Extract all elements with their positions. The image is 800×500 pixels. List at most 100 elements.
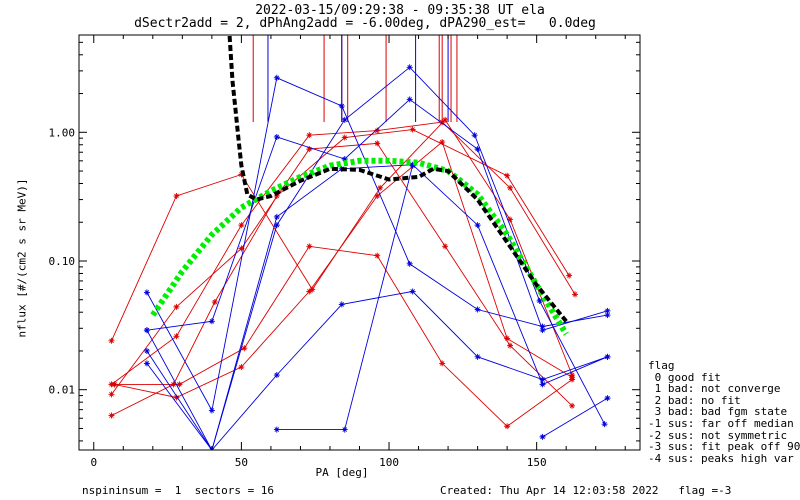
red-series-line [114, 141, 573, 398]
red-series-point [306, 243, 313, 250]
legend-title: flag [648, 359, 675, 372]
red-series-point [211, 299, 218, 306]
blue-series-line [542, 397, 608, 438]
red-series-point [442, 116, 449, 123]
legend-item: 2 bad: no fit [648, 393, 741, 407]
red-series-point [504, 335, 511, 342]
red-series-point [377, 184, 384, 191]
blue-series-line [146, 77, 608, 412]
red-series-point [306, 132, 313, 139]
blue-series-point [143, 360, 150, 367]
x-tick-label: 100 [379, 456, 399, 469]
green-fit-curve [150, 157, 569, 336]
legend-item: -4 sus: peaks high var [648, 451, 794, 465]
red-series-point [306, 146, 313, 153]
red-series-point [238, 222, 245, 229]
legend-item: 3 bad: bad fgm state [648, 405, 788, 419]
blue-series-point [273, 213, 280, 220]
red-series-point [569, 376, 576, 383]
red-series-point [439, 139, 446, 146]
footer-created-info: Created: Thu Apr 14 12:03:58 2022 flag =… [440, 484, 732, 497]
blue-series-point [604, 312, 611, 319]
red-series-point [374, 252, 381, 259]
blue-series-point [474, 306, 481, 313]
x-tick-label: 50 [235, 456, 248, 469]
red-series-point [566, 272, 573, 279]
blue-series-point [273, 74, 280, 81]
plot-frame [78, 34, 641, 451]
blue-series-point [471, 132, 478, 139]
blue-series-point [604, 353, 611, 360]
red-series-point [173, 192, 180, 199]
footer-sector-info: nspininsum = 1 sectors = 16 [82, 484, 275, 497]
red-series-line [114, 245, 573, 427]
blue-series-point [601, 421, 608, 428]
red-series-point [569, 402, 576, 409]
blue-series-point [208, 318, 215, 325]
x-tick-label: 0 [90, 456, 97, 469]
red-series-point [238, 364, 245, 371]
red-series-point [176, 381, 183, 388]
legend-item: 0 good fit [648, 370, 721, 384]
chart-title-line1: 2022-03-15/09:29:38 - 09:35:38 UT ela [255, 3, 545, 18]
red-series-point [507, 216, 514, 223]
blue-series-point [208, 407, 215, 414]
red-series-point [173, 333, 180, 340]
blue-series-point [143, 327, 150, 334]
legend-item: -1 sus: far off median [648, 416, 794, 430]
red-series-point [572, 291, 579, 298]
blue-series-point [273, 133, 280, 140]
y-tick-label: 0.10 [49, 255, 76, 268]
red-series-point [238, 245, 245, 252]
blue-series-point [273, 372, 280, 379]
blue-series-point [409, 288, 416, 295]
red-series-point [442, 243, 449, 250]
blue-series-point [273, 222, 280, 229]
red-series-point [309, 286, 316, 293]
red-series-line [111, 142, 573, 407]
blue-series-point [536, 297, 543, 304]
blue-series-point [539, 376, 546, 383]
red-series-point [108, 412, 115, 419]
legend-item: -3 sus: fit peak off 90 [648, 440, 800, 454]
red-series-point [374, 140, 381, 147]
x-tick-label: 150 [527, 456, 547, 469]
blue-series-point [604, 395, 611, 402]
red-series-point [241, 345, 248, 352]
flag-legend: flag 0 good fit 1 bad: not converge 2 ba… [648, 360, 800, 464]
red-series-point [507, 342, 514, 349]
y-axis-label: nflux [#/(cm2 s sr MeV)] [15, 178, 29, 338]
red-series-point [439, 360, 446, 367]
y-tick-label: 0.01 [49, 384, 76, 397]
legend-item: 1 bad: not converge [648, 382, 781, 396]
blue-series-line [146, 290, 608, 450]
blue-series-point [474, 353, 481, 360]
red-series-point [341, 134, 348, 141]
series-layer [108, 35, 611, 450]
blue-series-point [604, 307, 611, 314]
blue-series-point [273, 426, 280, 433]
blue-series-point [474, 222, 481, 229]
red-series-point [504, 172, 511, 179]
red-series-point [306, 288, 313, 295]
blue-series-point [341, 156, 348, 163]
chart-title-line2: dSectr2add = 2, dPhAng2add = -6.00deg, d… [134, 16, 596, 31]
legend-item: -2 sus: not symmetric [648, 428, 788, 442]
red-series-point [409, 126, 416, 133]
blue-series-point [539, 323, 546, 330]
blue-series-point [474, 146, 481, 153]
red-series-point [111, 381, 118, 388]
axes-layer: 0 50 100 150 0.01 0.10 1.00 [49, 35, 640, 469]
blue-series-line [276, 165, 414, 431]
blue-series-point [409, 162, 416, 169]
red-series-point [504, 423, 511, 430]
y-tick-label: 1.00 [49, 126, 76, 139]
blue-series-point [338, 301, 345, 308]
red-series-point [507, 184, 514, 191]
blue-series-point [406, 96, 413, 103]
red-series-point [108, 337, 115, 344]
red-series-line [111, 119, 573, 376]
blue-series-point [539, 327, 546, 334]
blue-series-line [146, 98, 608, 331]
